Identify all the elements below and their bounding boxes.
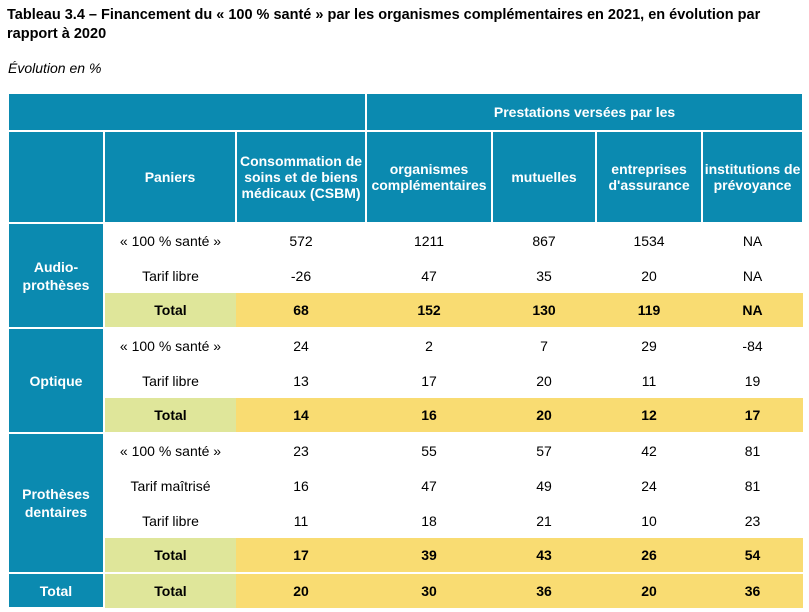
header-blank [6, 92, 368, 132]
value-cell: 867 [492, 223, 597, 258]
header-assurances: entreprises d'assurance [595, 130, 704, 224]
value-cell: 14 [236, 398, 367, 433]
value-cell: 68 [236, 293, 367, 328]
value-cell: 20 [492, 398, 597, 433]
value-cell: 130 [492, 293, 597, 328]
value-cell: 12 [596, 398, 703, 433]
value-cell: 81 [702, 432, 804, 468]
value-cell: 23 [702, 503, 804, 538]
value-cell: 49 [492, 468, 597, 503]
table-row: Prothèses dentaires « 100 % santé » 23 55 57… [7, 432, 804, 574]
row-label: Total [104, 538, 236, 573]
row-group-label: Total [7, 572, 105, 609]
value-cell: -26 [236, 258, 367, 293]
value-cell: 43 [492, 538, 597, 573]
table-body: Audio-prothèses « 100 % santé » 572 1211 867… [7, 222, 804, 609]
value-cell: 17 [366, 363, 493, 398]
row-label: Tarif libre [104, 258, 236, 293]
row-group-label: Prothèses dentaires [7, 432, 105, 574]
value-cell: 35 [492, 258, 597, 293]
value-cell: 29 [596, 327, 703, 363]
value-cell: 13 [236, 363, 367, 398]
value-cell: 152 [366, 293, 493, 328]
table-row: Tarif libre 11 18 21 10 23 [8, 503, 804, 538]
table-row: Tarif maîtrisé 16 47 49 24 81 [8, 468, 804, 503]
value-cell: 11 [236, 503, 367, 538]
value-cell: 1211 [366, 223, 493, 258]
value-cell: 21 [492, 503, 597, 538]
value-cell: 81 [702, 468, 804, 503]
value-cell: 17 [702, 398, 804, 433]
header-category-blank [7, 130, 105, 224]
row-label: Total [104, 398, 236, 433]
header-organismes: organismes complémentaires [365, 130, 494, 224]
value-cell: 54 [702, 538, 804, 573]
value-cell: 47 [366, 258, 493, 293]
header-prestations-group: Prestations versées par les [365, 92, 805, 132]
value-cell: 20 [236, 572, 367, 608]
value-cell: 16 [236, 468, 367, 503]
value-cell: 572 [236, 223, 367, 258]
table-row: Total 68 152 130 119 NA [8, 293, 804, 328]
value-cell: 55 [366, 432, 493, 468]
table-subtitle: Évolution en % [8, 60, 102, 76]
table-row: Tarif libre 13 17 20 11 19 [8, 363, 804, 398]
table-row: Total 14 16 20 12 17 [8, 398, 804, 433]
value-cell: 24 [596, 468, 703, 503]
row-label: Tarif maîtrisé [104, 468, 236, 503]
value-cell: 30 [366, 572, 493, 608]
value-cell: 23 [236, 432, 367, 468]
table-row: Total Total 20 30 36 20 36 [7, 572, 804, 609]
value-cell: 119 [596, 293, 703, 328]
value-cell: -84 [702, 327, 804, 363]
value-cell: 26 [596, 538, 703, 573]
value-cell: 1534 [596, 223, 703, 258]
value-cell: 10 [596, 503, 703, 538]
table-row: Audio-prothèses « 100 % santé » 572 1211 867… [7, 222, 804, 329]
row-label: Total [104, 572, 236, 608]
row-label: Tarif libre [104, 503, 236, 538]
value-cell: 18 [366, 503, 493, 538]
row-label: Tarif libre [104, 363, 236, 398]
table-row: Total 17 39 43 26 54 [8, 538, 804, 573]
header-mutuelles: mutuelles [491, 130, 598, 224]
value-cell: 7 [492, 327, 597, 363]
value-cell: 11 [596, 363, 703, 398]
value-cell: NA [702, 258, 804, 293]
table-title: Tableau 3.4 – Financement du « 100 % san… [7, 7, 761, 42]
value-cell: 42 [596, 432, 703, 468]
header-prevoyance: institutions de prévoyance [701, 130, 805, 224]
value-cell: 36 [702, 572, 804, 608]
value-cell: 47 [366, 468, 493, 503]
row-label: « 100 % santé » [104, 327, 236, 363]
header-csbm: Consommation de soins et de biens médica… [234, 130, 368, 224]
value-cell: NA [702, 293, 804, 328]
value-cell: 24 [236, 327, 367, 363]
value-cell: NA [702, 223, 804, 258]
value-cell: 20 [492, 363, 597, 398]
value-cell: 36 [492, 572, 597, 608]
value-cell: 16 [366, 398, 493, 433]
table-row: Optique « 100 % santé » 24 2 7 29 -84 [7, 327, 804, 434]
row-group-label: Optique [7, 327, 105, 434]
row-group-label: Audio-prothèses [7, 222, 105, 329]
row-label: Total [104, 293, 236, 328]
value-cell: 17 [236, 538, 367, 573]
row-label: « 100 % santé » [104, 223, 236, 258]
value-cell: 20 [596, 572, 703, 608]
value-cell: 39 [366, 538, 493, 573]
table-row: Tarif libre -26 47 35 20 NA [8, 258, 804, 293]
header-paniers: Paniers [103, 130, 237, 224]
value-cell: 2 [366, 327, 493, 363]
value-cell: 19 [702, 363, 804, 398]
value-cell: 57 [492, 432, 597, 468]
financing-table: Prestations versées par les Paniers Cons… [6, 92, 805, 609]
value-cell: 20 [596, 258, 703, 293]
row-label: « 100 % santé » [104, 432, 236, 468]
